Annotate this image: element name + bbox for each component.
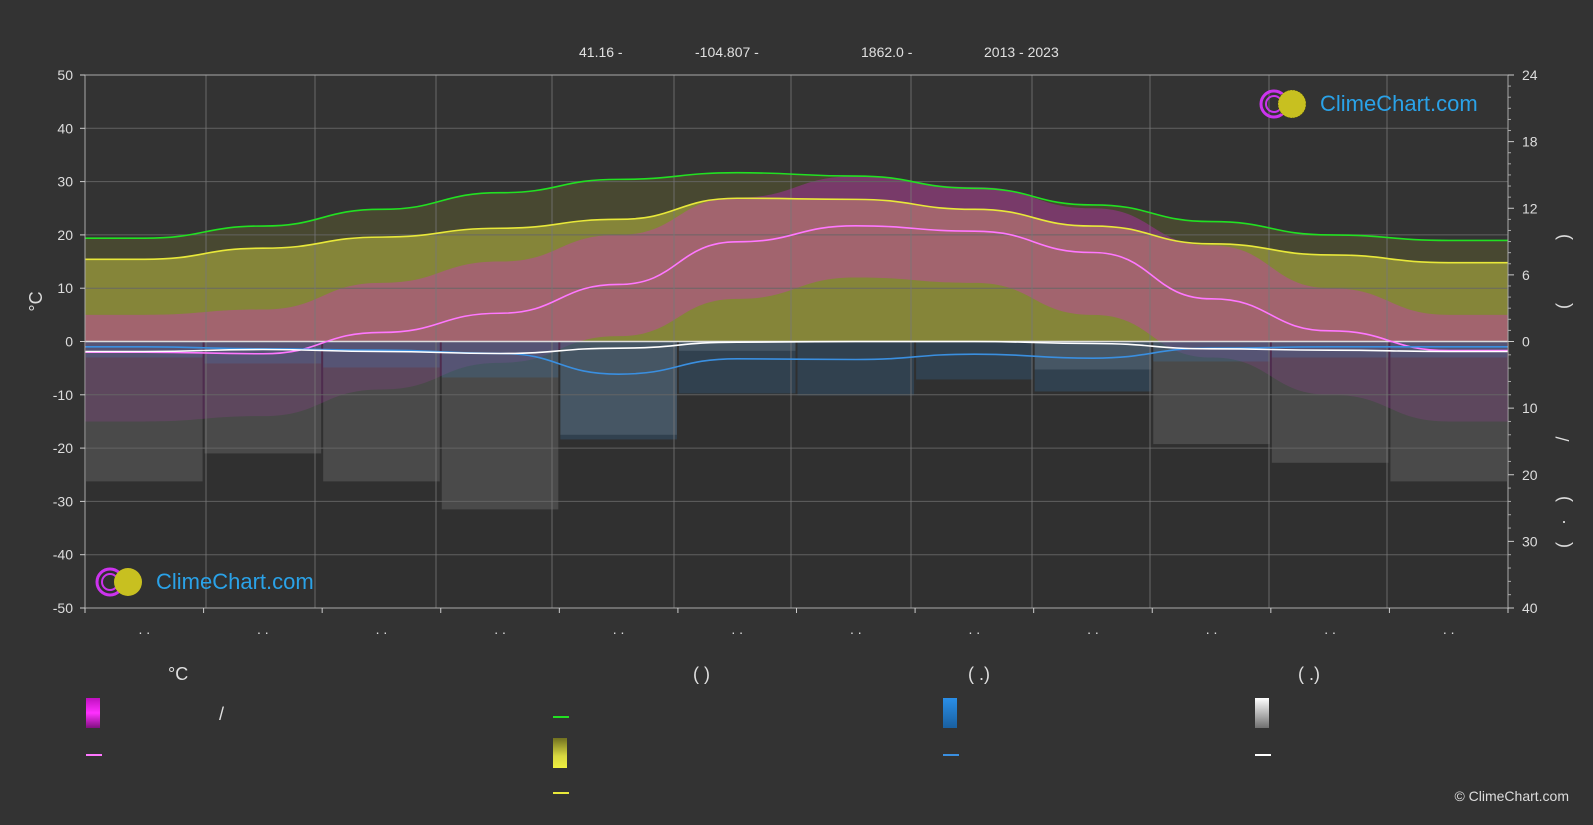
y-left-tick-label: -30 [53, 493, 73, 509]
legend-rain-title: ( .) [968, 664, 990, 684]
x-tick-label: . . [257, 621, 269, 637]
logo-bottom[interactable]: ClimeChart.com [94, 566, 314, 598]
legend-sunshine-line [553, 792, 569, 794]
y-right-tick-label: 30 [1522, 533, 1538, 549]
chart-lines [84, 171, 1508, 375]
legend-rain-line [943, 754, 959, 756]
x-tick-label: . . [731, 621, 743, 637]
y-left-axis-label: °C [26, 291, 46, 311]
snow-bar [678, 341, 796, 351]
legend-mean-temp-line [86, 754, 102, 756]
y-left-tick-label: 50 [57, 67, 73, 83]
logo-top[interactable]: ClimeChart.com [1258, 88, 1478, 120]
snow-bar [560, 341, 677, 435]
snow-bar [323, 341, 440, 482]
y-right-tick-label: 6 [1522, 267, 1530, 283]
x-tick-label: . . [376, 621, 388, 637]
y-right-axis-label: / [1553, 436, 1573, 441]
y-right-tick-label: 40 [1522, 600, 1538, 616]
climechart-logo-icon [95, 567, 142, 597]
y-left-tick-label: 0 [65, 334, 73, 350]
header-longitude: -104.807 - [695, 44, 759, 60]
y-right-tick-label: 0 [1522, 334, 1530, 350]
y-left-tick-label: 30 [57, 174, 73, 190]
snow-line [85, 340, 1508, 355]
sunshine-fill [85, 198, 1508, 342]
legend-temperature-title: °C [168, 664, 189, 684]
snow-bar [204, 341, 322, 454]
climechart-logo-icon [1259, 89, 1307, 119]
daylight-line [85, 171, 1508, 242]
logo-text: ClimeChart.com [156, 569, 314, 594]
snow-bar [1390, 341, 1507, 482]
y-right-tick-label: 12 [1522, 200, 1538, 216]
rain-bar [678, 341, 796, 394]
y-right-tick-label: 18 [1522, 134, 1538, 150]
rain-bar [797, 341, 915, 396]
y-right-axis-label: ) [1553, 234, 1573, 240]
x-tick-label: . . [613, 621, 625, 637]
rain-line [85, 346, 1508, 375]
y-right-tick-label: 10 [1522, 400, 1538, 416]
y-right-tick-label: 24 [1522, 67, 1538, 83]
chart-fills [85, 172, 1508, 608]
y-right-axis-label: ( [1553, 542, 1573, 548]
legend-temp-range-label: / [219, 704, 225, 724]
legend-snow-swatch [1255, 698, 1269, 728]
y-right-axis-label: ) [1553, 496, 1573, 502]
copyright: © ClimeChart.com [1454, 788, 1569, 804]
snow-bar [1153, 341, 1270, 445]
y-left-tick-label: -20 [53, 440, 73, 456]
rain-bar [204, 341, 322, 364]
precip-area [85, 341, 1508, 608]
logo-text: ClimeChart.com [1320, 91, 1478, 116]
rain-bar [916, 341, 1033, 380]
snow-bar [1271, 341, 1389, 463]
y-right-tick-label: 20 [1522, 467, 1538, 483]
y-left-tick-label: 10 [57, 280, 73, 296]
chart-axes: 50 40 30 20 10 0 -10 -20 -30 -40 -50 °C 24 18 12 6 0 10 20… [26, 67, 1573, 637]
header-elevation: 1862.0 - [861, 44, 913, 60]
legend-snow-line [1255, 754, 1271, 756]
rain-bar [86, 341, 203, 358]
y-right-axis-label: · [1553, 519, 1573, 525]
y-left-tick-label: 40 [57, 120, 73, 136]
legend-sun-title: ( ) [693, 664, 710, 684]
legend-daylight-line [553, 716, 569, 718]
header-latitude: 41.16 - [579, 44, 623, 60]
rain-bar [560, 341, 677, 440]
legend-rain-swatch [943, 698, 957, 728]
x-tick-label: . . [969, 621, 981, 637]
mean_temp-line [84, 225, 1508, 355]
rain-bar [323, 341, 440, 368]
y-left-tick-label: -10 [53, 387, 73, 403]
rain-bar [441, 341, 559, 378]
legend-sunshine-swatch [553, 738, 567, 768]
y-right-axis-label: ( [1553, 303, 1573, 309]
temp-range-band [85, 176, 1508, 422]
x-tick-label: . . [138, 621, 150, 637]
header-years: 2013 - 2023 [984, 44, 1059, 60]
rain-bar [1153, 341, 1270, 362]
snow-bar [441, 341, 559, 510]
x-tick-label: . . [850, 621, 862, 637]
x-tick-label: . . [1206, 621, 1218, 637]
rain-bar [1034, 341, 1152, 392]
x-tick-label: . . [494, 621, 506, 637]
y-left-tick-label: -40 [53, 547, 73, 563]
x-tick-label: . . [1443, 621, 1455, 637]
legend-temp-range-swatch [86, 698, 100, 728]
snow-bar [86, 341, 203, 482]
x-tick-label: . . [1087, 621, 1099, 637]
x-tick-label: . . [1324, 621, 1336, 637]
sunshine-line [85, 197, 1508, 264]
y-left-tick-label: 20 [57, 227, 73, 243]
rain-bar [1390, 341, 1507, 358]
y-left-tick-label: -50 [53, 600, 73, 616]
legend-snow-title: ( .) [1298, 664, 1320, 684]
